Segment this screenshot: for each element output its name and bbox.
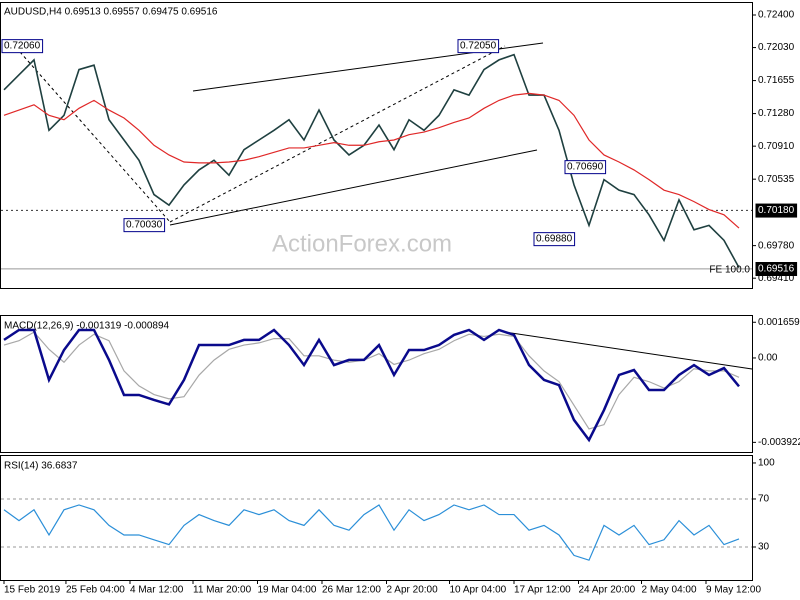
trend-line bbox=[19, 51, 171, 223]
annotation: 0.69880 bbox=[536, 234, 573, 245]
panel-title: AUDUSD,H4 0.69513 0.69557 0.69475 0.6951… bbox=[4, 7, 218, 18]
label-box bbox=[123, 218, 166, 233]
macd-trend-line bbox=[504, 331, 753, 370]
y-tick-label: 0.71655 bbox=[758, 75, 795, 86]
x-tick-label: 15 Feb 2019 bbox=[4, 585, 61, 596]
y-tick-label: 30 bbox=[758, 542, 770, 553]
x-tick-label: 9 May 12:00 bbox=[706, 585, 761, 596]
y-tick-label: 0.69780 bbox=[758, 240, 795, 251]
y-tick-label: -0.003922 bbox=[758, 437, 800, 448]
series-line bbox=[3, 53, 740, 269]
y-tick-label: 0.71280 bbox=[758, 108, 795, 119]
y-tick-label: 0.00 bbox=[758, 353, 778, 364]
x-tick-label: 25 Feb 04:00 bbox=[66, 585, 125, 596]
y-tick-label: 0.72030 bbox=[758, 42, 795, 53]
label-box bbox=[1, 39, 44, 54]
annotation: 0.70690 bbox=[567, 162, 604, 173]
annotation: 0.72050 bbox=[460, 41, 497, 52]
x-tick-label: 17 Apr 12:00 bbox=[514, 585, 571, 596]
rsi-panel bbox=[0, 455, 753, 581]
y-tick-label: 0.69410 bbox=[758, 273, 795, 284]
watermark: ActionForex.com bbox=[272, 230, 452, 257]
series-line bbox=[3, 92, 740, 229]
x-tick-label: 2 Apr 20:00 bbox=[387, 585, 439, 596]
panel-title: RSI(14) 36.6837 bbox=[4, 461, 78, 472]
series-line bbox=[3, 504, 740, 561]
channel-line bbox=[169, 149, 538, 226]
y-tick-label: 0.70910 bbox=[758, 141, 795, 152]
y-tick-label: 70 bbox=[758, 494, 770, 505]
annotation: FE 100.0 bbox=[709, 265, 750, 276]
x-tick-label: 24 Apr 20:00 bbox=[579, 585, 636, 596]
y-tick-label: 0.70535 bbox=[758, 174, 795, 185]
x-tick-label: 2 May 04:00 bbox=[642, 585, 697, 596]
label-box bbox=[755, 262, 798, 277]
x-tick-label: 11 Mar 20:00 bbox=[193, 585, 252, 596]
x-tick-label: 19 Mar 04:00 bbox=[258, 585, 317, 596]
y-tick-label: 0.001659 bbox=[758, 317, 800, 328]
label-box bbox=[564, 160, 607, 175]
y-tick-label: 0.72400 bbox=[758, 10, 795, 21]
series-line bbox=[3, 331, 740, 430]
annotation: 0.72060 bbox=[4, 41, 41, 52]
macd-panel bbox=[0, 315, 753, 453]
annotation: 0.70030 bbox=[126, 220, 163, 231]
series-line bbox=[3, 328, 740, 443]
panel-title: MACD(12,26,9) -0.001319 -0.000894 bbox=[4, 321, 170, 332]
y-tick-label: 100 bbox=[758, 458, 775, 469]
price-panel bbox=[0, 2, 753, 289]
x-tick-label: 10 Apr 04:00 bbox=[450, 585, 507, 596]
x-tick-label: 4 Mar 12:00 bbox=[130, 585, 184, 596]
x-tick-label: 26 Mar 12:00 bbox=[322, 585, 381, 596]
marker-label: 0.69516 bbox=[758, 264, 795, 275]
label-box bbox=[533, 232, 576, 247]
marker-label: 0.70180 bbox=[758, 205, 795, 216]
label-box bbox=[457, 39, 500, 54]
label-box bbox=[755, 203, 798, 218]
